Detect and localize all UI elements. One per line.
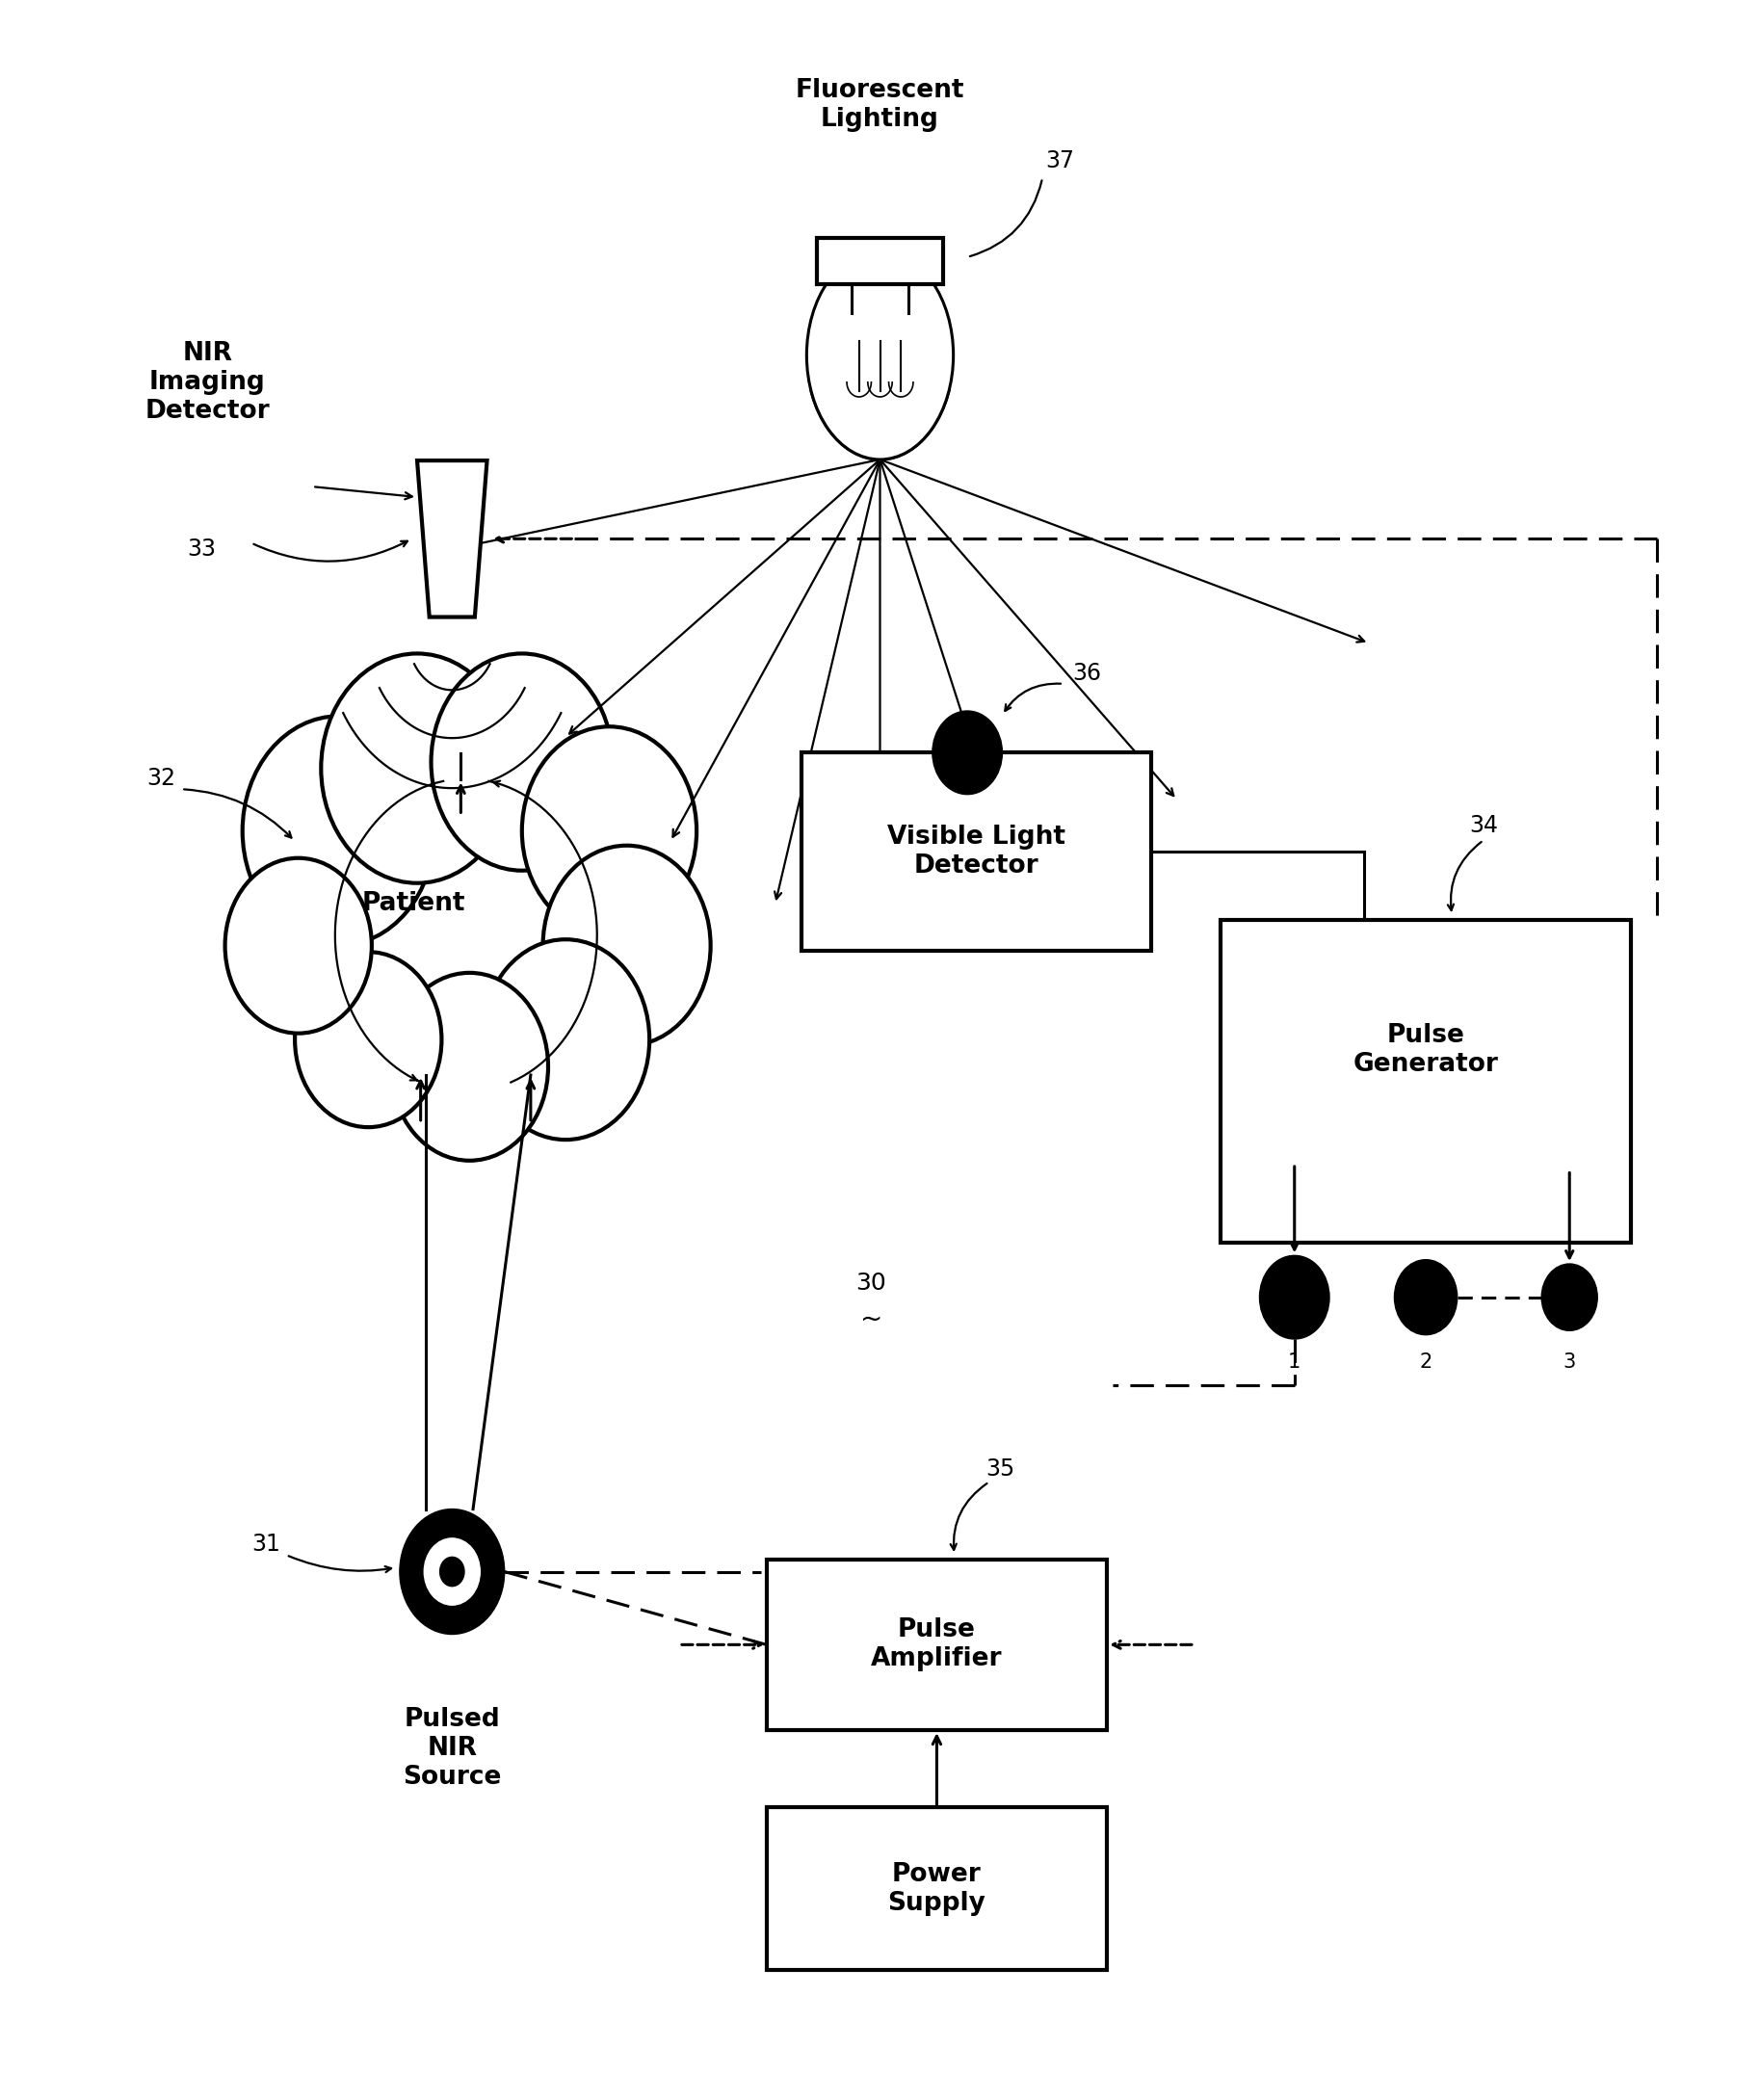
Text: 35: 35	[986, 1457, 1016, 1480]
Circle shape	[431, 653, 612, 872]
Text: ~: ~	[861, 1306, 882, 1334]
Text: 2: 2	[1419, 1352, 1433, 1371]
Text: Visible Light
Detector: Visible Light Detector	[887, 825, 1065, 878]
Circle shape	[440, 1556, 465, 1585]
Circle shape	[523, 727, 697, 934]
Ellipse shape	[806, 250, 954, 460]
Circle shape	[391, 972, 547, 1161]
FancyBboxPatch shape	[766, 1558, 1107, 1730]
Circle shape	[542, 846, 711, 1046]
Circle shape	[424, 1539, 480, 1604]
Text: 32: 32	[146, 766, 176, 790]
Text: Pulse
Amplifier: Pulse Amplifier	[871, 1617, 1003, 1672]
Circle shape	[400, 1510, 505, 1634]
FancyBboxPatch shape	[801, 752, 1151, 951]
Circle shape	[482, 939, 649, 1140]
Text: 36: 36	[1072, 662, 1102, 685]
Text: Fluorescent
Lighting: Fluorescent Lighting	[796, 78, 964, 132]
Text: 3: 3	[1563, 1352, 1575, 1371]
Circle shape	[1394, 1260, 1457, 1336]
FancyBboxPatch shape	[817, 237, 943, 284]
Text: Patient: Patient	[363, 890, 465, 916]
Text: Power
Supply: Power Supply	[887, 1863, 986, 1915]
Text: NIR
Imaging
Detector: NIR Imaging Detector	[144, 340, 269, 424]
Text: 37: 37	[1045, 149, 1075, 172]
Circle shape	[296, 951, 442, 1128]
Circle shape	[1542, 1264, 1598, 1331]
Circle shape	[243, 716, 435, 945]
Circle shape	[933, 712, 1001, 794]
Circle shape	[1260, 1256, 1329, 1340]
Text: 31: 31	[252, 1533, 280, 1556]
Text: Pulse
Generator: Pulse Generator	[1353, 1023, 1498, 1077]
Polygon shape	[417, 460, 488, 617]
Circle shape	[225, 859, 371, 1033]
Circle shape	[320, 653, 514, 884]
Text: 34: 34	[1470, 813, 1498, 836]
Text: 1: 1	[1288, 1352, 1301, 1371]
Text: Pulsed
NIR
Source: Pulsed NIR Source	[403, 1707, 502, 1789]
Text: 30: 30	[855, 1273, 887, 1296]
Text: 33: 33	[187, 538, 216, 561]
FancyBboxPatch shape	[1221, 920, 1632, 1243]
FancyBboxPatch shape	[766, 1808, 1107, 1970]
